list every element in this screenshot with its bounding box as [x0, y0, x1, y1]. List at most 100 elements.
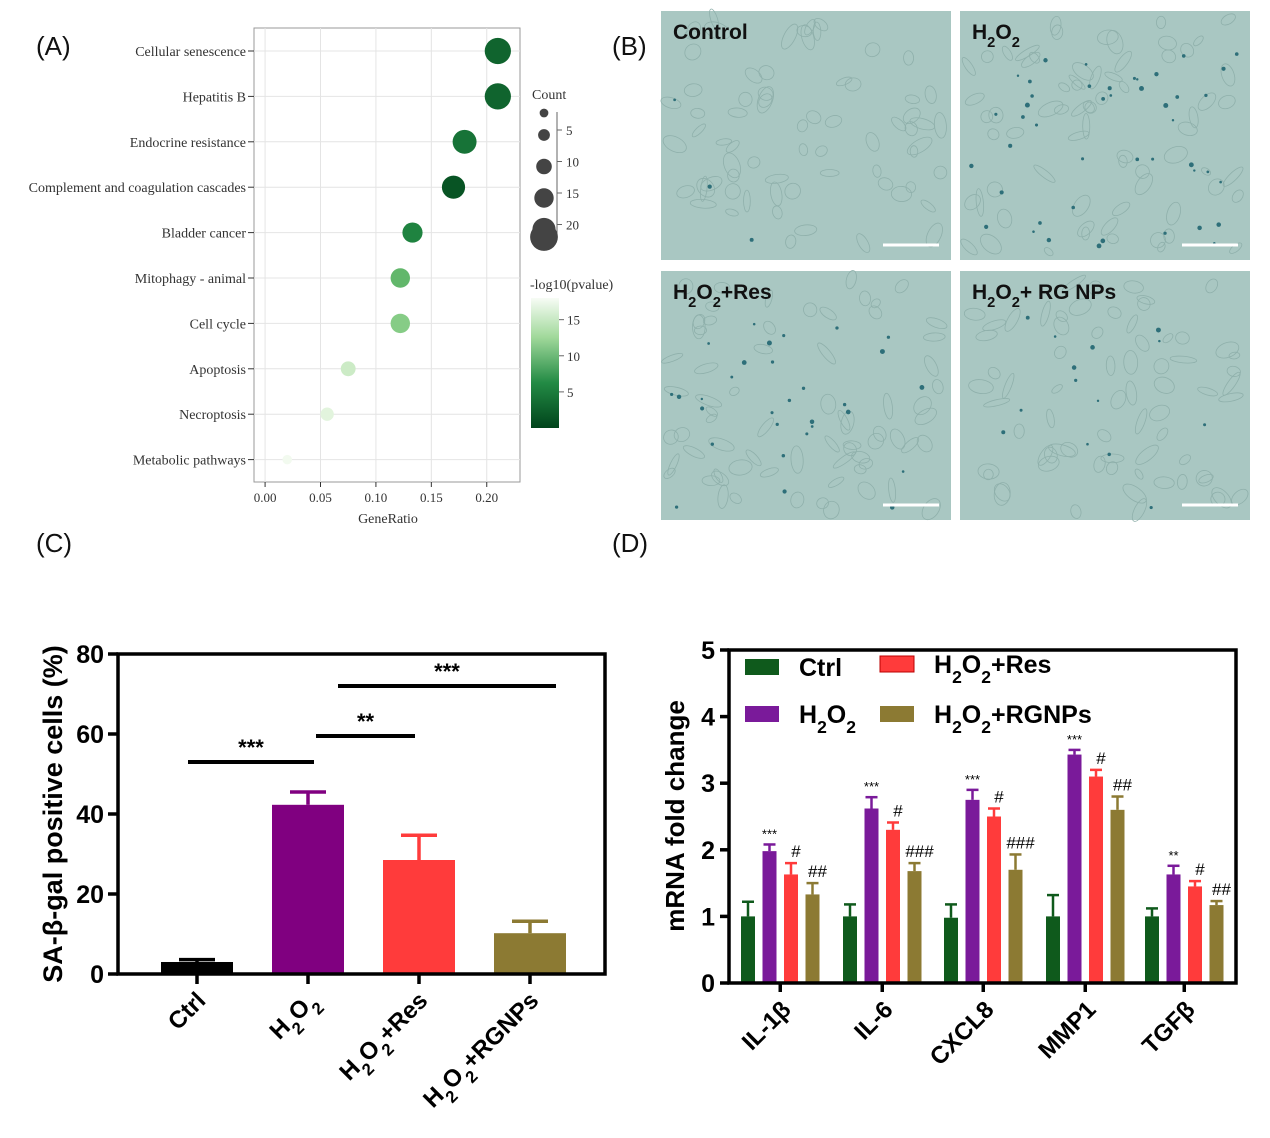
cell-outline: [745, 449, 762, 467]
cell-outline: [743, 189, 751, 213]
mrna-y-tick-label: 0: [701, 970, 715, 998]
mrna-plot-frame: [727, 648, 1238, 985]
stained-cell: [805, 432, 809, 436]
stained-cell: [676, 394, 682, 400]
stained-cell: [801, 386, 806, 390]
cell-outline: [819, 306, 837, 321]
cell-outline: [1180, 42, 1195, 58]
cell-outline: [1100, 453, 1125, 464]
mrna-y-tick-label: 4: [701, 704, 715, 732]
cell-outline: [980, 110, 994, 124]
stained-cell: [999, 190, 1004, 195]
kegg-category-label: Mitophagy - animal: [135, 272, 246, 287]
sa-plot-frame: [116, 652, 607, 976]
kegg-dots: [282, 37, 511, 465]
cell-outline: [1134, 408, 1148, 435]
kegg-category-label: Cell cycle: [190, 317, 246, 332]
cell-outline: [694, 325, 707, 336]
pvalue-legend-label: 5: [567, 385, 574, 400]
cell-outline: [1134, 173, 1153, 196]
cell-outline: [1161, 49, 1177, 64]
cell-outline: [673, 427, 691, 443]
mrna-significance-mark: **: [1168, 848, 1178, 863]
micrograph-background: [661, 271, 951, 520]
stained-cell: [886, 335, 891, 339]
panel-letter-a: (A): [36, 31, 71, 61]
cell-outline: [1093, 455, 1106, 473]
panel-letter-b: (B): [612, 31, 647, 61]
cell-outline: [813, 18, 829, 32]
cell-outline: [689, 198, 717, 209]
cell-outline: [933, 165, 948, 180]
cell-outline: [704, 21, 731, 40]
cell-outline: [1179, 454, 1191, 466]
cell-outline: [763, 320, 776, 335]
stained-cell: [741, 360, 747, 365]
cell-outline: [729, 492, 742, 504]
mrna-x-tick-label: IL-1β: [737, 996, 797, 1056]
cell-outline: [796, 119, 809, 133]
sa-y-ticks: 0 20 40 60 80: [76, 641, 118, 989]
stained-cell: [994, 112, 998, 116]
stained-cell: [1016, 74, 1020, 77]
cell-outline: [1197, 386, 1218, 397]
cell-outline: [725, 208, 739, 217]
stained-cell: [1132, 76, 1136, 80]
cell-outline: [832, 451, 856, 469]
mrna-legend-swatch: [880, 706, 914, 722]
sa-error-bars: [179, 790, 548, 962]
count-legend-dot: [530, 223, 558, 251]
cell-outline: [1033, 164, 1056, 183]
mrna-significance-mark: ***: [1067, 732, 1082, 747]
cell-outline: [1114, 50, 1132, 73]
stained-cell: [1086, 442, 1089, 446]
cell-outline: [705, 413, 718, 424]
cell-outline: [858, 458, 874, 470]
pvalue-legend: -log10(pvalue) 5 10 15: [530, 278, 614, 428]
cell-outline: [784, 182, 801, 200]
cell-outline: [1089, 65, 1102, 90]
cell-outline: [684, 43, 702, 61]
cell-outline: [1205, 278, 1219, 294]
cell-outline: [909, 117, 936, 131]
mrna-bar: [1209, 905, 1224, 983]
cell-outline: [1195, 470, 1213, 487]
mrna-error-bars: [742, 748, 1223, 918]
cell-outline: [1081, 226, 1091, 241]
stained-cell: [1053, 335, 1057, 338]
cell-outline: [727, 107, 748, 118]
cell-outline: [806, 110, 822, 125]
micrograph-label: H2O2+ RG NPs: [972, 281, 1116, 311]
mrna-significance-mark: ##: [808, 862, 827, 881]
cell-outline: [764, 289, 773, 308]
mrna-legend-label: H2O2+RGNPs: [934, 701, 1092, 737]
pvalue-legend-label: 15: [567, 313, 580, 328]
cell-outline: [872, 425, 887, 442]
stained-cell: [674, 505, 679, 509]
mrna-significance-mark: ##: [1113, 776, 1132, 795]
cell-outline: [924, 85, 937, 104]
stained-cell: [1019, 408, 1023, 412]
cell-outline: [790, 445, 804, 474]
cell-outline: [1122, 483, 1147, 504]
cell-outline: [1218, 392, 1244, 403]
stained-cell: [1024, 102, 1030, 108]
cell-outline: [1197, 92, 1217, 111]
mrna-bar: [944, 917, 958, 983]
mrna-significance-mark: #: [893, 801, 903, 820]
mrna-bar: [784, 874, 798, 983]
stained-cell: [1149, 505, 1153, 510]
cell-outline: [758, 93, 773, 108]
stained-cell: [1154, 72, 1159, 77]
stained-cell: [1001, 430, 1006, 435]
mrna-bar: [965, 799, 980, 983]
cell-outline: [1226, 365, 1241, 377]
cell-outline: [1054, 345, 1067, 359]
cell-outline: [968, 379, 994, 395]
cell-outline: [1116, 149, 1134, 164]
stained-cell: [1204, 93, 1208, 98]
mrna-bar: [1089, 776, 1103, 983]
kegg-dot: [484, 37, 511, 65]
stained-cell: [1090, 345, 1095, 350]
